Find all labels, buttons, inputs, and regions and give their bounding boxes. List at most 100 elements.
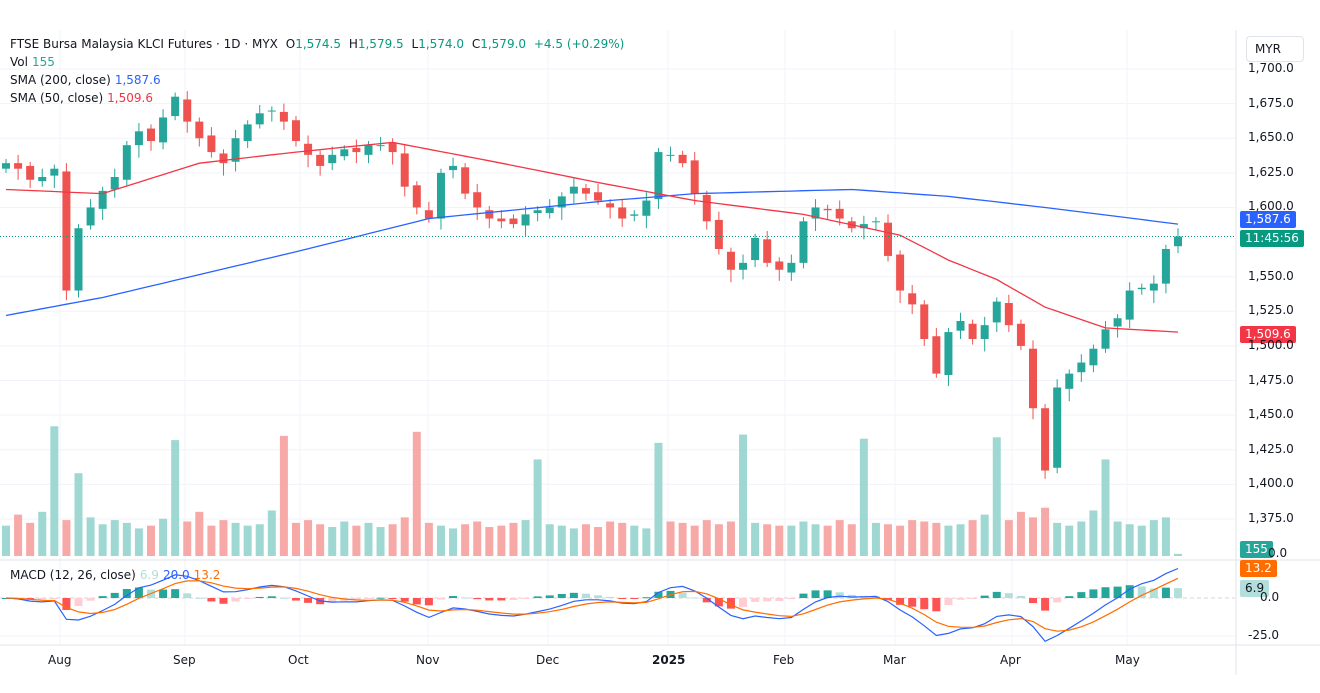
- candle-body: [726, 251, 735, 270]
- candle-body: [944, 332, 953, 375]
- macd-histogram-bar: [932, 598, 941, 612]
- macd-histogram-bar: [304, 598, 313, 603]
- currency-selector[interactable]: MYR: [1246, 36, 1304, 62]
- sma200-price-badge: 1,587.6: [1240, 211, 1296, 228]
- volume-bar: [38, 511, 47, 556]
- macd-histogram-bar: [606, 596, 615, 598]
- volume-legend[interactable]: Vol 155: [10, 55, 59, 69]
- candle: [461, 163, 470, 200]
- candle-body: [1137, 287, 1146, 290]
- macd-signal-line: [5, 577, 1179, 632]
- candle-body: [739, 262, 748, 270]
- volume-bar: [618, 522, 627, 556]
- volume-bar: [279, 435, 288, 556]
- volume-bar: [388, 524, 397, 556]
- candle-body: [1065, 373, 1074, 389]
- macd-histogram-bar: [400, 598, 409, 602]
- macd-histogram-bar: [956, 598, 965, 600]
- macd-histogram-bar: [1101, 587, 1110, 598]
- macd-histogram-bar: [110, 592, 119, 598]
- candle-body: [98, 190, 107, 209]
- candle: [2, 159, 10, 173]
- candle-body: [231, 138, 240, 162]
- candle: [62, 163, 71, 301]
- volume-bar: [690, 525, 699, 556]
- candle: [775, 257, 784, 281]
- macd-histogram-bar: [328, 598, 337, 603]
- macd-histogram-bar: [98, 596, 107, 598]
- volume-bar: [956, 524, 965, 556]
- candle-body: [630, 214, 639, 216]
- candle: [1113, 314, 1122, 338]
- volume-bar: [485, 527, 494, 556]
- macd-histogram-bar: [835, 592, 844, 598]
- candle: [159, 109, 168, 150]
- macd-legend[interactable]: MACD (12, 26, close) 6.9 20.0 13.2: [10, 568, 224, 582]
- volume-bar: [2, 525, 10, 556]
- candle-body: [896, 254, 905, 291]
- candle: [956, 312, 965, 339]
- candle: [267, 106, 276, 122]
- countdown-badge: 11:45:56: [1240, 230, 1304, 247]
- volume-bar: [219, 520, 228, 556]
- candle-body: [304, 143, 313, 155]
- volume-bar: [702, 520, 711, 556]
- candle-body: [871, 221, 880, 223]
- macd-histogram-bar: [1077, 592, 1086, 598]
- time-tick-label: May: [1115, 653, 1140, 667]
- volume-bar: [497, 525, 506, 556]
- macd-histogram-bar: [1016, 595, 1025, 598]
- candle-body: [799, 221, 808, 263]
- volume-bar: [436, 525, 445, 556]
- volume-bar: [352, 525, 361, 556]
- candle-body: [183, 99, 192, 122]
- change-value: +4.5 (+0.29%): [533, 37, 625, 51]
- macd-hist-value: 6.9: [139, 568, 159, 582]
- volume-bar: [787, 525, 796, 556]
- candle-body: [1041, 408, 1050, 471]
- candle-body: [654, 152, 663, 200]
- volume-bar: [666, 521, 675, 556]
- candle: [291, 116, 300, 147]
- volume-bar: [98, 524, 107, 556]
- volume-bar: [1004, 520, 1013, 556]
- volume-bar: [449, 528, 458, 556]
- volume-bar: [1125, 524, 1134, 556]
- candle-body: [920, 304, 929, 339]
- macd-histogram-bar: [207, 598, 216, 602]
- sma200-legend[interactable]: SMA (200, close) 1,587.6: [10, 73, 165, 87]
- macd-histogram-bar: [1041, 598, 1050, 611]
- candle-body: [835, 208, 844, 219]
- macd-histogram-bar: [678, 592, 687, 598]
- candle-body: [823, 208, 832, 211]
- volume-bar: [376, 527, 385, 556]
- volume-bar: [62, 520, 71, 556]
- volume-bar: [944, 525, 953, 556]
- macd-histogram-bar: [195, 597, 204, 599]
- volume-bar: [461, 524, 470, 556]
- volume-bar: [50, 426, 59, 556]
- candle: [1137, 283, 1146, 295]
- volume-bar: [714, 524, 723, 556]
- macd-histogram-bar: [992, 591, 1001, 598]
- candle: [884, 214, 893, 262]
- candle-body: [62, 171, 71, 291]
- volume-bar: [678, 522, 687, 556]
- volume-bar: [171, 440, 180, 556]
- macd-histogram-bar: [618, 598, 627, 599]
- macd-histogram-bar: [823, 590, 832, 598]
- sma50-legend[interactable]: SMA (50, close) 1,509.6: [10, 91, 157, 105]
- macd-histogram-bar: [231, 598, 240, 602]
- macd-histogram-bar: [968, 598, 977, 599]
- macd-histogram-bar: [219, 598, 228, 604]
- macd-histogram-bar: [473, 598, 482, 600]
- candle-body: [122, 145, 131, 180]
- candle: [545, 199, 554, 219]
- volume-label: Vol: [10, 55, 28, 69]
- volume-bar: [1077, 521, 1086, 556]
- macd-histogram-bar: [630, 598, 639, 599]
- volume-value: 155: [31, 55, 55, 69]
- macd-histogram-bar: [569, 592, 578, 598]
- candle-body: [775, 261, 784, 270]
